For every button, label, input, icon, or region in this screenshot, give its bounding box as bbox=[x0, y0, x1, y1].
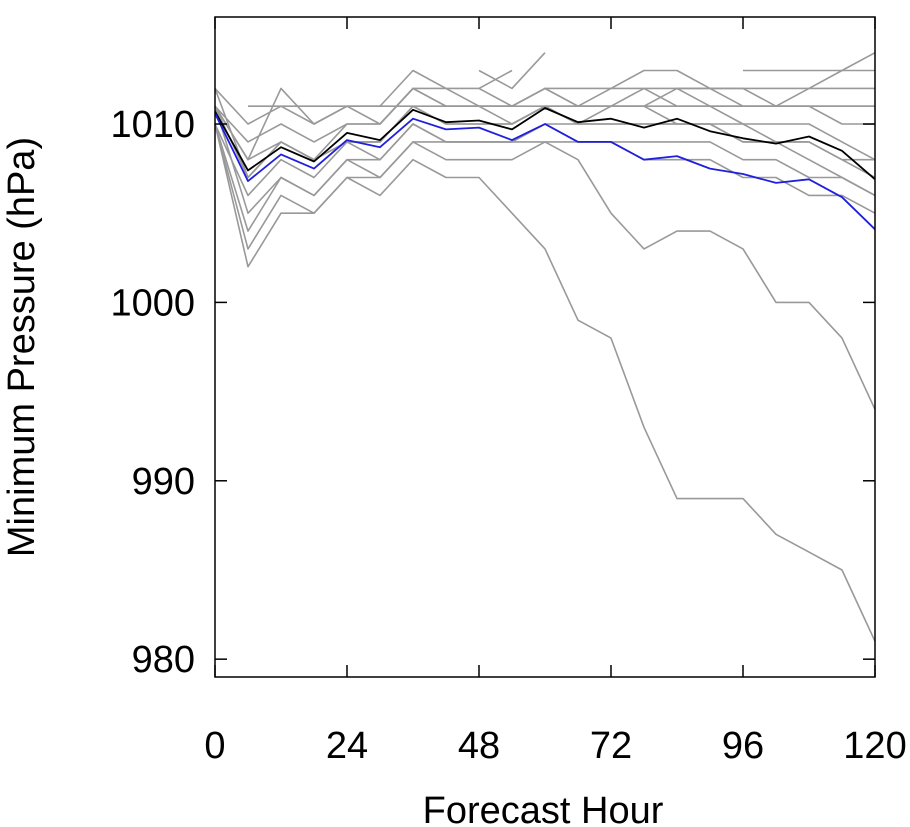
highlight-series-line bbox=[214, 112, 876, 230]
y-axis-title: Minimum Pressure (hPa) bbox=[1, 137, 43, 557]
ensemble-member-line bbox=[214, 123, 876, 642]
tick-labels: 0 24 48 72 96 120 980 990 1000 1010 bbox=[110, 104, 906, 767]
y-tick-label: 1000 bbox=[110, 282, 195, 324]
ensemble-member-line bbox=[214, 51, 876, 179]
ensemble-member-line bbox=[478, 69, 513, 90]
ensemble-member-line bbox=[214, 105, 876, 410]
y-tick-label: 1010 bbox=[110, 104, 195, 146]
x-axis-title: Forecast Hour bbox=[423, 790, 664, 827]
x-tick-label: 24 bbox=[326, 725, 368, 767]
x-tick-label: 0 bbox=[204, 725, 225, 767]
x-tick-label: 72 bbox=[590, 725, 632, 767]
plot-frame bbox=[214, 16, 876, 678]
ensemble-members bbox=[214, 51, 876, 642]
ensemble-member-line bbox=[478, 52, 546, 90]
ensemble-member-line bbox=[214, 105, 875, 268]
ensemble-member-line bbox=[214, 69, 875, 125]
ensemble-member-line bbox=[214, 123, 876, 232]
y-tick-label: 980 bbox=[132, 639, 195, 681]
y-tick-label: 990 bbox=[132, 461, 195, 503]
x-tick-label: 120 bbox=[843, 725, 906, 767]
mean-series-line bbox=[214, 107, 876, 180]
x-tick-label: 48 bbox=[458, 725, 500, 767]
axes bbox=[214, 16, 876, 678]
main-series bbox=[214, 107, 876, 230]
x-tick-label: 96 bbox=[722, 725, 764, 767]
